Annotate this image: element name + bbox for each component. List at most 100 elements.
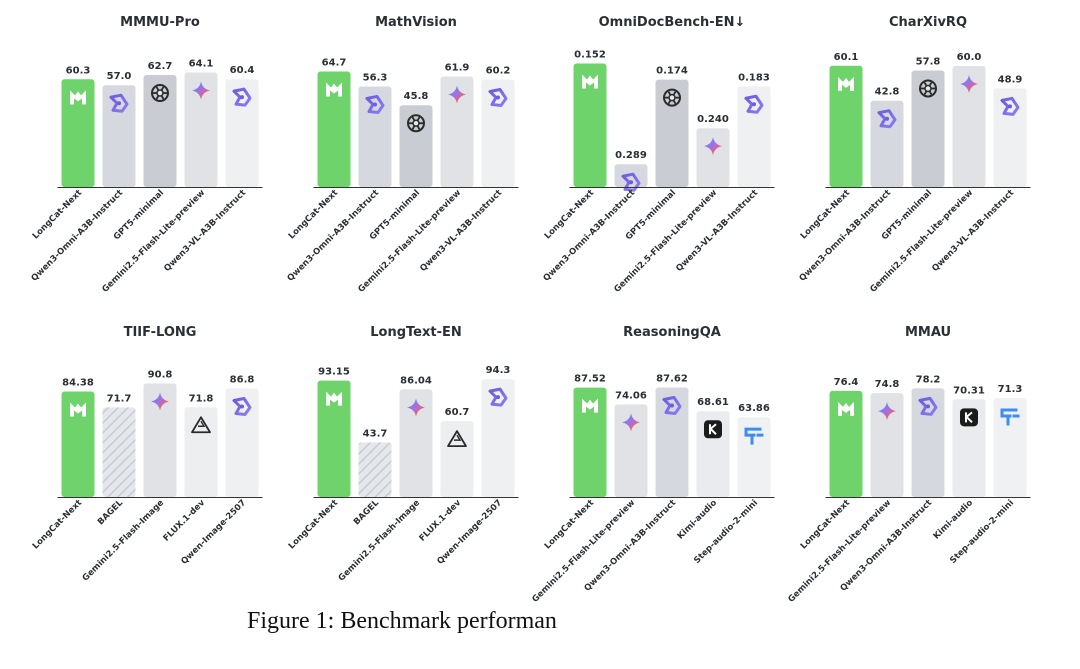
data-label: 87.52	[574, 374, 606, 385]
qwen-icon	[918, 396, 938, 416]
x-tick-label: BAGEL	[96, 498, 126, 528]
bar-qwen3-vl-a3b-instruct	[481, 79, 515, 187]
data-label: 71.3	[998, 384, 1023, 395]
chart-title: OmniDocBench-EN↓	[599, 15, 746, 30]
data-label: 43.7	[363, 428, 388, 439]
data-label: 0.183	[738, 72, 770, 83]
chart-panel-omnidocbench-en: OmniDocBench-EN↓0.152LongCat-Next0.289Qw…	[542, 15, 775, 295]
bar-longcat-next	[61, 391, 95, 497]
kimi-icon	[704, 420, 722, 439]
longcat-icon	[582, 74, 598, 89]
flux-icon	[447, 430, 467, 448]
data-label: 57.8	[916, 57, 941, 68]
chart-title: MMMU-Pro	[120, 15, 200, 30]
data-label: 60.7	[445, 407, 470, 418]
qwen-icon	[109, 93, 129, 113]
data-label: 86.04	[400, 375, 432, 386]
data-label: 87.62	[656, 374, 688, 385]
chart-panel-reasoningqa: ReasoningQA87.52LongCat-Next74.06Gemini2…	[530, 325, 775, 605]
figure-caption-area: Figure 1: Benchmark performan	[0, 600, 1080, 660]
gemini-icon	[448, 85, 466, 104]
bar-qwen3-omni-a3b-instruct	[911, 388, 945, 497]
x-tick-label: Qwen3-Omni-A3B-Instruct	[542, 188, 638, 284]
bar-gpt5-minimal	[399, 105, 433, 187]
data-label: 64.1	[189, 59, 214, 70]
gemini-icon	[622, 413, 640, 432]
data-label: 93.15	[318, 367, 350, 378]
gemini-icon	[704, 137, 722, 156]
data-label: 63.86	[738, 403, 770, 414]
chart-title: ReasoningQA	[623, 325, 721, 340]
data-label: 60.3	[66, 65, 91, 76]
x-tick-label: FLUX.1-dev	[418, 498, 464, 544]
data-label: 74.06	[615, 390, 647, 401]
chart-title: LongText-EN	[370, 325, 462, 340]
bar-gemini2-5-flash-lite-preview	[614, 404, 648, 497]
x-tick-label: Qwen3-Omni-A3B-Instruct	[839, 498, 935, 594]
longcat-icon	[70, 90, 86, 105]
bar-bagel	[102, 407, 136, 497]
data-label: 56.3	[363, 73, 388, 84]
bar-gpt5-minimal	[911, 70, 945, 187]
x-tick-label: BAGEL	[352, 498, 382, 528]
x-tick-label: Kimi-audio	[932, 498, 976, 542]
qwen-icon	[488, 387, 508, 407]
x-tick-label: Qwen3-Omni-A3B-Instruct	[798, 188, 894, 284]
chart-panel-tiif-long: TIIF-LONG 84.38 LongCat-Next 71.7 BAGEL 90.8 G…	[31, 325, 263, 583]
x-tick-label: Qwen3-VL-A3B-Instruct	[930, 188, 1016, 274]
bar-gemini2-5-flash-lite-preview	[696, 128, 730, 187]
data-label: 48.9	[998, 74, 1023, 85]
chart-title: TIIF-LONG	[124, 325, 197, 340]
qwen-icon	[488, 88, 508, 107]
qwen-icon	[232, 397, 252, 416]
bar-gemini2-5-flash-lite-preview	[870, 393, 904, 497]
bar-gemini2-5-flash-image	[399, 389, 433, 497]
qwen-icon	[877, 109, 897, 129]
openai-icon	[919, 79, 937, 98]
chart-panel-mmau: MMAU76.4LongCat-Next74.8Gemini2.5-Flash-…	[786, 325, 1031, 605]
longcat-icon	[838, 76, 854, 91]
bar-bagel	[358, 442, 392, 497]
data-label: 84.38	[62, 378, 94, 389]
step-icon	[744, 427, 764, 445]
data-label: 71.7	[107, 393, 132, 404]
longcat-icon	[70, 402, 86, 417]
chart-panel-longtext-en: LongText-EN 93.15 LongCat-Next 43.7 BAGEL 86.…	[287, 325, 519, 583]
bar-longcat-next	[829, 65, 863, 187]
data-label: 57.0	[107, 71, 132, 82]
data-label: 0.240	[697, 114, 729, 125]
data-label: 0.289	[615, 150, 647, 161]
data-label: 76.4	[834, 377, 859, 388]
bar-gpt5-minimal	[655, 79, 689, 187]
data-label: 90.8	[148, 370, 173, 381]
bar-longcat-next	[573, 387, 607, 497]
kimi-icon	[960, 408, 978, 427]
data-label: 45.8	[404, 91, 429, 102]
x-tick-label: LongCat-Next	[31, 498, 84, 551]
caption-fade-overlay	[588, 606, 918, 642]
bar-gemini2-5-flash-image	[143, 383, 177, 497]
x-tick-label: Qwen3-VL-A3B-Instruct	[418, 188, 504, 274]
data-label: 86.8	[230, 375, 255, 386]
gemini-icon	[192, 81, 210, 100]
bar-qwen3-omni-a3b-instruct	[870, 100, 904, 187]
x-tick-label: Qwen3-VL-A3B-Instruct	[674, 188, 760, 274]
bar-step-audio-2-mini	[993, 398, 1027, 497]
x-tick-label: Gemini2.5-Flash-Image	[81, 498, 167, 584]
qwen-icon	[621, 172, 641, 192]
x-tick-label: Qwen3-Omni-A3B-Instruct	[583, 498, 679, 594]
bar-longcat-next	[573, 63, 607, 187]
qwen-icon	[365, 94, 385, 114]
bar-qwen-image-2507	[481, 379, 515, 497]
data-label: 74.8	[875, 379, 900, 390]
bar-longcat-next	[829, 390, 863, 497]
openai-icon	[151, 84, 169, 103]
x-tick-label: Qwen3-Omni-A3B-Instruct	[30, 188, 126, 284]
chart-panel-mathvision: MathVision64.7LongCat-Next56.3Qwen3-Omni…	[286, 15, 519, 295]
data-label: 64.7	[322, 58, 347, 69]
data-label: 71.8	[189, 393, 214, 404]
data-label: 60.2	[486, 66, 511, 77]
data-label: 60.4	[230, 65, 255, 76]
x-tick-label: Gemini2.5-Flash-Image	[337, 498, 423, 584]
